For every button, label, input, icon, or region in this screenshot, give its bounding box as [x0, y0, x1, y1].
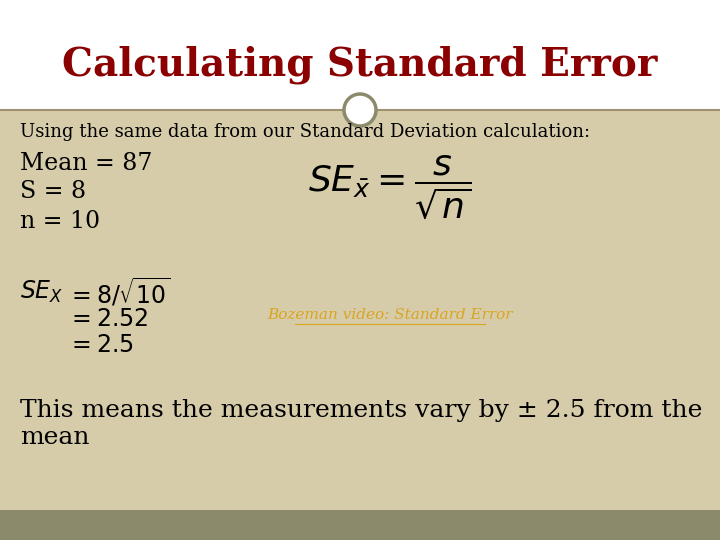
Text: S = 8: S = 8	[20, 180, 86, 204]
Text: This means the measurements vary by ± 2.5 from the: This means the measurements vary by ± 2.…	[20, 399, 703, 422]
FancyBboxPatch shape	[0, 510, 720, 540]
Text: $SE_{\bar{x}} = \dfrac{s}{\sqrt{n}}$: $SE_{\bar{x}} = \dfrac{s}{\sqrt{n}}$	[308, 153, 472, 221]
Text: n = 10: n = 10	[20, 211, 100, 233]
Text: $= 2.52$: $= 2.52$	[67, 308, 148, 332]
FancyBboxPatch shape	[0, 0, 720, 110]
Text: Mean = 87: Mean = 87	[20, 152, 153, 176]
Text: $SE_X$: $SE_X$	[20, 279, 63, 305]
FancyBboxPatch shape	[0, 110, 720, 510]
Text: $= 2.5$: $= 2.5$	[67, 334, 134, 357]
Text: mean: mean	[20, 426, 89, 449]
Text: $= 8/ \sqrt{10}$: $= 8/ \sqrt{10}$	[67, 276, 171, 308]
Text: Bozeman video: Standard Error: Bozeman video: Standard Error	[267, 308, 513, 322]
Text: Using the same data from our Standard Deviation calculation:: Using the same data from our Standard De…	[20, 123, 590, 141]
Text: Calculating Standard Error: Calculating Standard Error	[63, 46, 657, 84]
Circle shape	[344, 94, 376, 126]
